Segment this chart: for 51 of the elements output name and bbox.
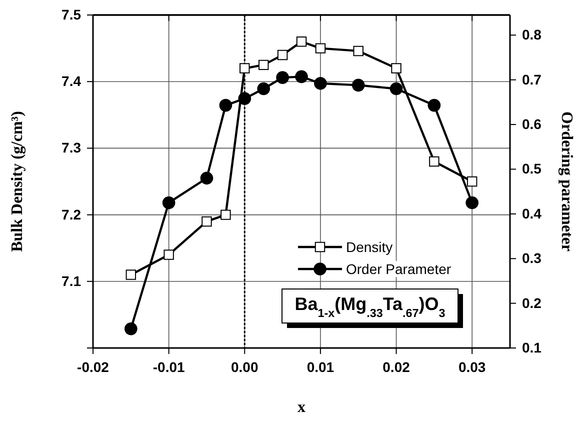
point [429,156,440,167]
point [162,196,176,210]
point [257,82,270,96]
annotation: Ba$_{1-x}$(Mg$_{.33}$Ta$_{.67}$)O$_{3}$ [294,294,446,320]
y-tick-label: 7.1 [62,272,82,289]
point [202,216,212,227]
y-tick-label: 7.3 [62,140,82,156]
x-tick-label: 0.03 [458,358,486,375]
point [164,250,174,260]
y2-axis-title: Ordering parameter [558,112,575,252]
point [314,76,327,90]
y2-tick-label: 0.5 [522,160,542,177]
y2-tick-label: 0.7 [522,71,542,88]
point [352,78,365,92]
point [258,60,269,70]
y-axis-title: Bulk Density (g/cm³) [9,111,26,252]
point [466,196,479,210]
point [391,63,402,74]
x-tick-label: -0.02 [77,358,110,375]
point [240,63,250,74]
x-tick-label: 0.02 [382,358,410,375]
point [428,98,441,112]
x-tick-label: 0.00 [231,358,258,375]
point [466,176,478,187]
y2-tick-label: 0.8 [522,26,542,43]
x-tick-label: 0.01 [306,358,334,375]
point [200,172,214,185]
x-tick-label: -0.01 [152,358,185,375]
point [238,92,252,105]
y-tick-label: 7.2 [62,206,82,222]
y-tick-label: 7.4 [62,73,82,90]
legend-label: Density [346,239,393,255]
point [315,43,326,54]
point [296,36,307,47]
point [353,46,364,56]
y2-tick-label: 0.2 [522,294,542,311]
point [390,82,403,96]
point [124,322,138,336]
point [220,210,231,220]
y2-tick-label: 0.3 [522,250,542,266]
point [276,71,289,84]
point [126,270,136,280]
point [277,50,288,60]
x-axis-title: x [298,399,306,416]
legend-label: Order Parameter [346,261,452,277]
point [295,70,308,84]
point [219,98,232,112]
y2-tick-label: 0.1 [522,339,542,356]
y2-tick-label: 0.4 [522,205,542,222]
y2-tick-label: 0.6 [522,116,542,132]
y-tick-label: 7.5 [62,6,82,22]
